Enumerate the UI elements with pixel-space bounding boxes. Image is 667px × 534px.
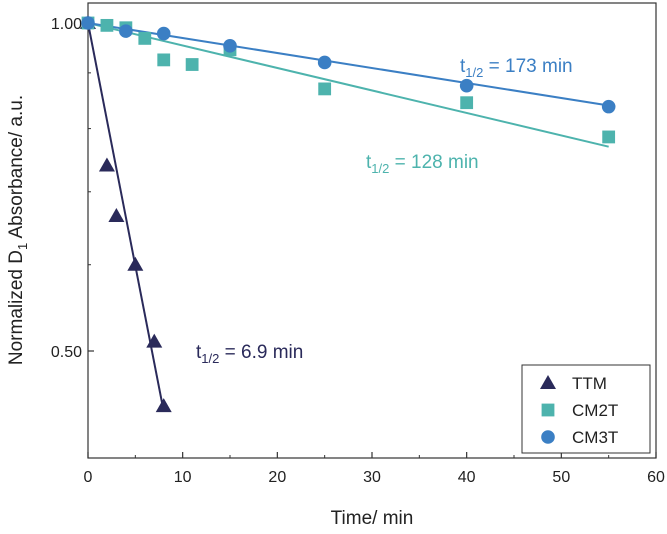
data-point-ttm — [127, 256, 144, 271]
annotation-prefix: t — [196, 342, 202, 363]
data-point-cm2t — [100, 18, 114, 32]
x-tick-label: 10 — [174, 469, 192, 486]
data-point-cm3t — [459, 78, 474, 93]
annotation-suffix: = 173 min — [483, 56, 572, 77]
data-point-cm2t — [185, 58, 199, 71]
data-point-cm3t — [119, 24, 133, 38]
annotation-cm3t: t1/2 = 173 min — [460, 56, 573, 80]
data-points — [80, 15, 616, 413]
data-point-cm2t — [138, 31, 152, 45]
annotation-prefix: t — [460, 56, 466, 77]
annotation-sub: 1/2 — [371, 161, 389, 176]
fit-line-cm2t — [87, 22, 609, 148]
y-axis-title-suffix: Absorbance/ a.u. — [6, 95, 27, 243]
data-point-cm2t — [460, 96, 474, 110]
data-point-cm3t — [317, 55, 332, 70]
legend-marker-cm2t — [541, 403, 555, 417]
data-point-cm2t — [157, 53, 171, 67]
y-axis: 1.00 0.50 — [51, 16, 94, 361]
x-tick-label: 0 — [84, 469, 93, 486]
x-tick-label: 30 — [363, 469, 381, 486]
x-tick-label: 20 — [268, 469, 286, 486]
annotation-suffix: = 128 min — [389, 152, 478, 173]
annotation-cm2t: t1/2 = 128 min — [366, 152, 479, 176]
y-tick-label: 1.00 — [51, 16, 82, 33]
x-axis-title: Time/ min — [331, 508, 414, 529]
annotation-sub: 1/2 — [465, 65, 483, 80]
data-point-cm3t — [223, 38, 237, 53]
annotation-sub: 1/2 — [201, 351, 219, 366]
y-axis-title-sub: 1 — [15, 243, 30, 250]
y-axis-title: Normalized D1 Absorbance/ a.u. — [6, 95, 30, 365]
data-point-cm2t — [602, 130, 616, 144]
data-point-cm3t — [81, 16, 95, 30]
data-point-ttm — [146, 333, 163, 348]
y-axis-title-prefix: Normalized D — [6, 250, 27, 365]
data-point-cm2t — [318, 82, 332, 96]
data-point-cm3t — [156, 26, 171, 41]
data-point-ttm — [98, 157, 115, 172]
legend-label-cm2t: CM2T — [572, 401, 618, 420]
annotation-prefix: t — [366, 152, 372, 173]
legend: TTM CM2T CM3T — [521, 364, 651, 454]
annotation-ttm: t1/2 = 6.9 min — [196, 342, 303, 366]
legend-label-ttm: TTM — [572, 374, 607, 393]
data-point-ttm — [155, 398, 172, 413]
annotation-suffix: = 6.9 min — [219, 342, 303, 363]
x-tick-label: 40 — [458, 469, 476, 486]
x-axis: 0 10 20 30 40 50 60 — [84, 452, 665, 486]
legend-marker-cm3t — [541, 430, 555, 444]
data-point-cm3t — [601, 99, 616, 114]
fit-line-cm3t — [87, 22, 609, 107]
x-tick-label: 50 — [552, 469, 570, 486]
x-tick-label: 60 — [647, 469, 665, 486]
data-point-ttm — [108, 208, 125, 223]
legend-marker-ttm — [540, 375, 556, 389]
y-tick-label: 0.50 — [51, 344, 82, 361]
legend-label-cm3t: CM3T — [572, 428, 618, 447]
